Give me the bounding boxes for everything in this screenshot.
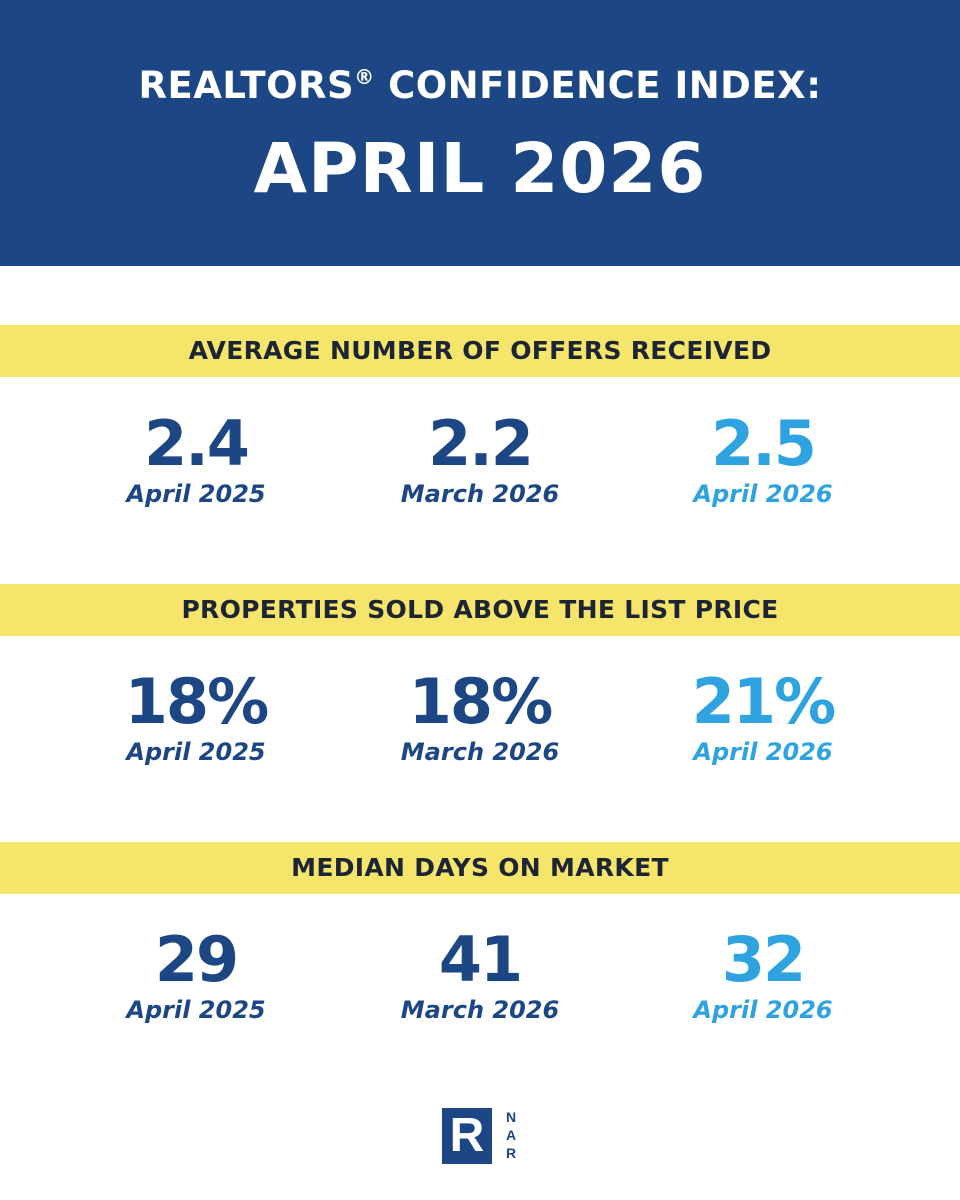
section-title-offers: AVERAGE NUMBER OF OFFERS RECEIVED	[0, 325, 960, 377]
stat-value: 2.4	[144, 407, 250, 480]
stat-value: 2.2	[428, 407, 534, 480]
stat-value: 41	[438, 923, 523, 996]
header-title-realtors: REALTORS	[138, 64, 355, 107]
registered-mark: ®	[354, 65, 375, 89]
stat-above-list-april-2025: 18% April 2025	[46, 667, 346, 767]
nar-logo: R NAR	[442, 1108, 522, 1164]
stat-label: March 2026	[400, 738, 560, 766]
stat-days-march-2026: 41 March 2026	[330, 925, 630, 1025]
stat-label: March 2026	[400, 996, 560, 1024]
stat-value: 21%	[691, 665, 836, 738]
stat-value: 32	[721, 923, 806, 996]
stat-label: March 2026	[400, 480, 560, 508]
section-title-above-list: PROPERTIES SOLD ABOVE THE LIST PRICE	[0, 584, 960, 636]
header-banner: REALTORS® CONFIDENCE INDEX: APRIL 2026	[0, 0, 960, 266]
header-subtitle-month: APRIL 2026	[253, 129, 707, 209]
stat-offers-april-2025: 2.4 April 2025	[46, 409, 346, 509]
stat-value: 18%	[408, 665, 553, 738]
logo-letter: R	[449, 1109, 485, 1162]
stat-label: April 2025	[126, 738, 266, 766]
stat-days-april-2026: 32 April 2026	[613, 925, 913, 1025]
stat-offers-april-2026: 2.5 April 2026	[613, 409, 913, 509]
header-title: REALTORS® CONFIDENCE INDEX:	[0, 62, 960, 110]
stat-offers-march-2026: 2.2 March 2026	[330, 409, 630, 509]
logo-nar-text: NAR	[505, 1109, 517, 1161]
stat-label: April 2026	[693, 480, 833, 508]
stat-value: 2.5	[711, 407, 817, 480]
stat-value: 29	[154, 923, 239, 996]
stat-above-list-march-2026: 18% March 2026	[330, 667, 630, 767]
stat-days-april-2025: 29 April 2025	[46, 925, 346, 1025]
stat-label: April 2025	[126, 996, 266, 1024]
header-title-suffix: CONFIDENCE INDEX:	[374, 64, 822, 107]
stat-above-list-april-2026: 21% April 2026	[613, 667, 913, 767]
stat-label: April 2026	[693, 738, 833, 766]
section-title-days-on-market: MEDIAN DAYS ON MARKET	[0, 842, 960, 894]
stat-label: April 2026	[693, 996, 833, 1024]
realtor-r-icon: R	[442, 1108, 492, 1164]
stat-label: April 2025	[126, 480, 266, 508]
stat-value: 18%	[124, 665, 269, 738]
